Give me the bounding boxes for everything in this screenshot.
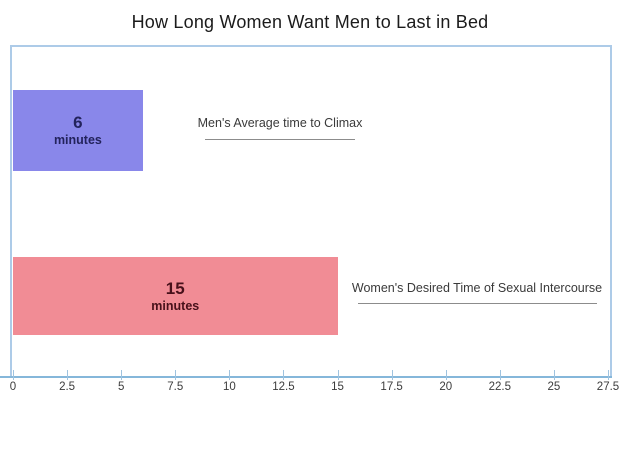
x-tick-label: 12.5 bbox=[272, 381, 295, 393]
bar-unit-label: minutes bbox=[53, 133, 102, 148]
x-tick-label: 7.5 bbox=[167, 381, 184, 393]
x-tick-mark bbox=[67, 370, 69, 380]
x-tick-mark bbox=[175, 370, 177, 380]
annotation-underline bbox=[205, 139, 355, 140]
x-tick-mark bbox=[608, 370, 609, 380]
annotation-men-average: Men's Average time to Climax bbox=[197, 116, 363, 130]
x-tick-label: 15 bbox=[331, 381, 344, 393]
x-tick-label: 5 bbox=[117, 381, 125, 393]
chart-title: How Long Women Want Men to Last in Bed bbox=[131, 12, 489, 32]
bar-men-average: 6 minutes bbox=[13, 90, 143, 171]
x-tick-mark bbox=[391, 370, 393, 380]
bar-value-label: 15 bbox=[165, 278, 185, 298]
x-tick-label: 20 bbox=[439, 381, 453, 393]
x-tick-mark bbox=[337, 370, 339, 380]
x-tick-label: 25 bbox=[547, 381, 561, 393]
x-axis-line bbox=[0, 376, 612, 378]
x-tick-mark bbox=[283, 370, 285, 380]
bar-value-label: 6 bbox=[73, 113, 83, 133]
x-tick-mark bbox=[445, 370, 447, 380]
x-tick-mark bbox=[121, 370, 123, 380]
x-tick-mark bbox=[553, 370, 555, 380]
x-tick-mark bbox=[13, 370, 14, 380]
annotation-women-desired: Women's Desired Time of Sexual Intercour… bbox=[351, 281, 603, 295]
bar-unit-label: minutes bbox=[151, 298, 200, 313]
x-tick-mark bbox=[229, 370, 231, 380]
x-tick-label: 0 bbox=[9, 381, 17, 393]
x-tick-label: 27.5 bbox=[596, 381, 620, 393]
x-tick-label: 17.5 bbox=[380, 381, 403, 393]
x-tick-label: 22.5 bbox=[488, 381, 512, 393]
plot-area: 6 minutes Men's Average time to Climax 15 mi… bbox=[10, 45, 612, 378]
bar-women-desired: 15 minutes bbox=[13, 257, 338, 335]
x-tick-label: 10 bbox=[222, 381, 236, 393]
annotation-underline bbox=[357, 303, 597, 304]
x-tick-mark bbox=[499, 370, 501, 380]
x-tick-label: 2.5 bbox=[59, 381, 76, 393]
